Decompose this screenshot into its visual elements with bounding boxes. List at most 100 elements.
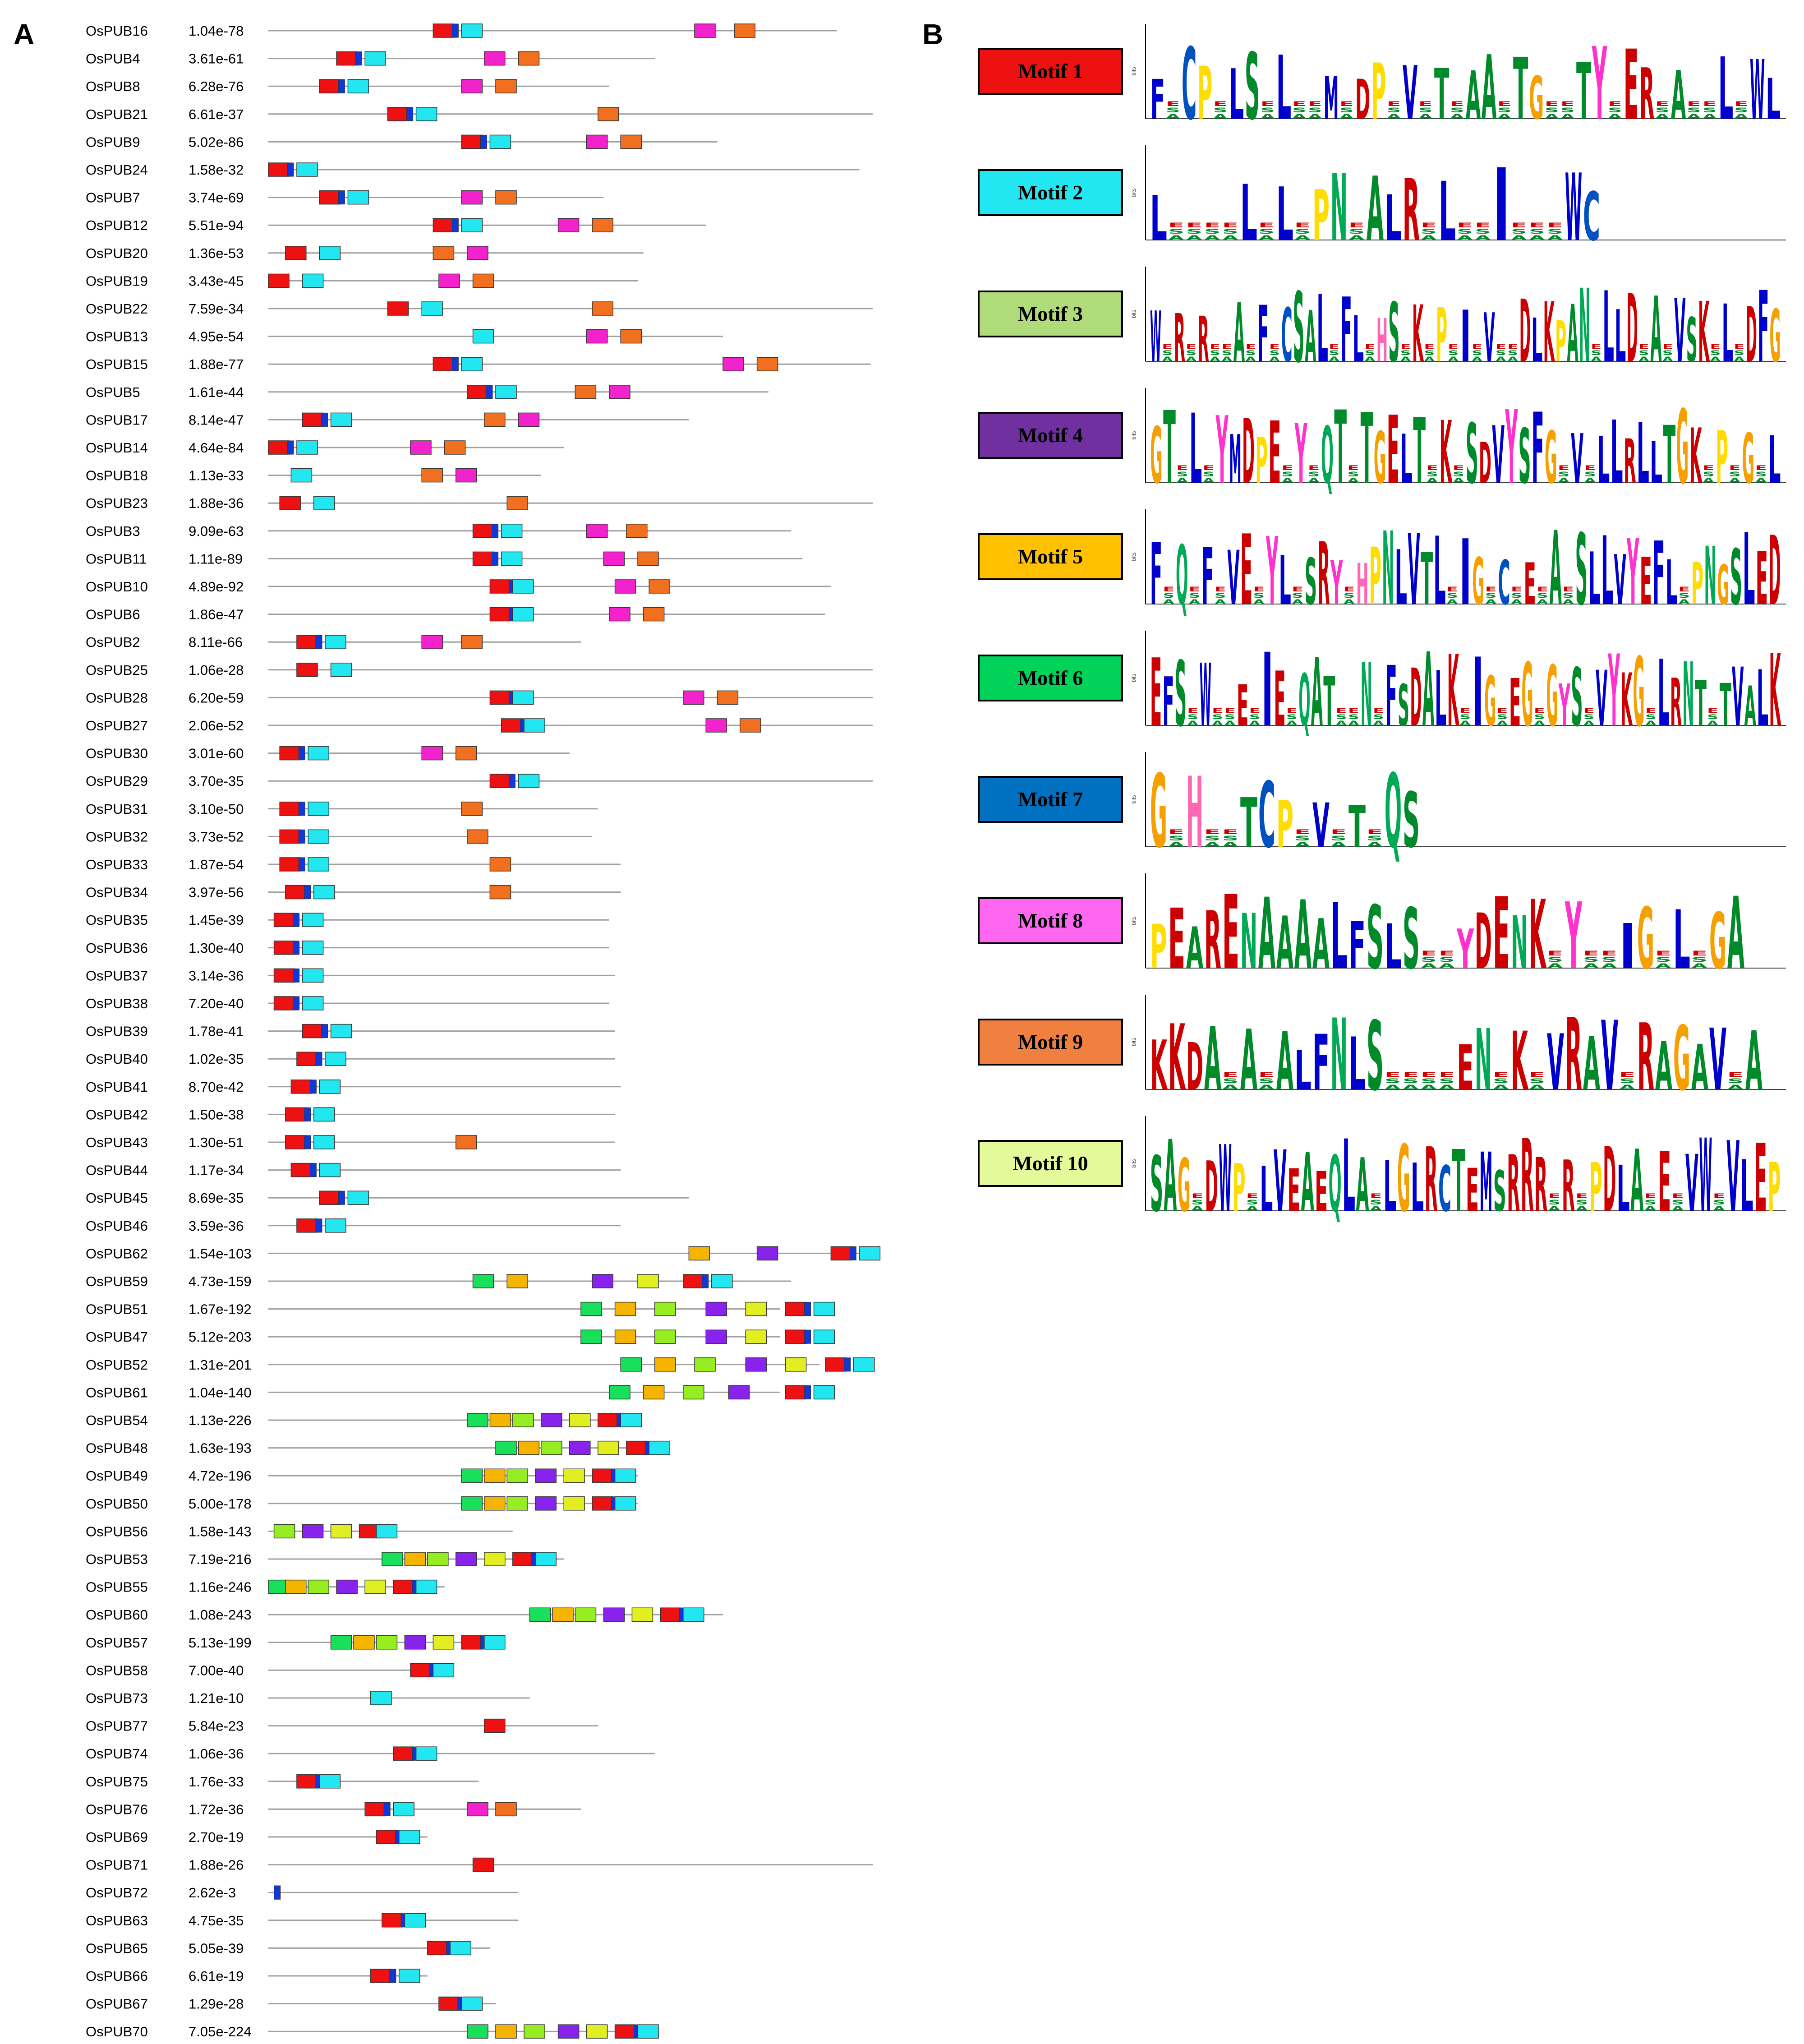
logo-residue: E — [1400, 343, 1411, 351]
motif-6-box — [529, 1607, 551, 1622]
logo-residue: S — [1558, 471, 1569, 478]
gene-row-ospub18: OsPUB18 1.13e-33 — [86, 468, 541, 484]
logo-residue: D — [1746, 291, 1757, 379]
motif-1-box — [472, 1857, 494, 1872]
logo-residue: E — [1213, 101, 1228, 108]
logo-residue: Y — [1294, 407, 1307, 502]
logo-residue: E — [1446, 586, 1458, 593]
motif-legend-label: Motif 5 — [1018, 545, 1083, 568]
logo-residue: A — [1511, 599, 1523, 606]
logo-residue: S — [1534, 714, 1545, 721]
logo-residue: S — [1175, 642, 1187, 747]
logo-residue: A — [1583, 1021, 1600, 1107]
gene-row-ospub43: OsPUB43 1.30e-51 — [86, 1135, 615, 1150]
logo-y-label: bits — [1131, 1038, 1137, 1047]
logo-residue: E — [1336, 707, 1347, 715]
logo-residue: L — [1743, 513, 1755, 628]
logo-residue: A — [1575, 1205, 1588, 1213]
logo-residue: S — [1755, 471, 1767, 478]
logo-residue: E — [1258, 222, 1275, 229]
gene-evalue: 5.00e-178 — [189, 1496, 252, 1512]
logo-residue: S — [1644, 1199, 1657, 1206]
motif-2-box — [501, 524, 523, 538]
logo-residue: A — [1329, 356, 1340, 363]
logo-residue: T — [1361, 394, 1373, 506]
logo-residue: A — [1562, 599, 1574, 606]
logo-residue: E — [1545, 101, 1559, 108]
logo-residue: E — [1558, 465, 1569, 472]
logo-residue: L — [1637, 406, 1649, 503]
gene-name: OsPUB56 — [86, 1523, 148, 1539]
logo-residue: E — [1583, 707, 1595, 715]
logo-residue: A — [1672, 1205, 1685, 1213]
gene-row-ospub10: OsPUB10 4.89e-92 — [86, 579, 831, 595]
motif-2-box — [683, 1607, 704, 1622]
motif-1-box — [296, 663, 318, 677]
gene-row-ospub33: OsPUB33 1.87e-54 — [86, 857, 621, 872]
motif-1-box — [273, 968, 295, 983]
logo-residue: S — [1545, 107, 1559, 114]
motif-1-box — [382, 1913, 403, 1928]
gene-row-ospub25: OsPUB25 1.06e-28 — [86, 662, 873, 678]
motif-2-box — [325, 1218, 346, 1233]
motif-legend-row-10: Motif 10 bits S A G ASE D W P ASE L V E A E Q L A ASE L G L R C… — [978, 1116, 1786, 1235]
logo-residue: L — [1395, 534, 1407, 622]
motif-2-box — [325, 1052, 346, 1066]
logo-residue: E — [1348, 222, 1365, 229]
motif-10-box — [745, 1329, 767, 1344]
logo-residue: S — [1330, 835, 1347, 842]
logo-residue: E — [1427, 465, 1438, 472]
logo-residue: G — [1637, 890, 1654, 988]
logo-residue: P — [1276, 787, 1293, 862]
logo-residue: A — [1710, 356, 1721, 363]
logo-residue: A — [1422, 632, 1434, 750]
logo-residue: P — [1312, 175, 1330, 257]
logo-residue: S — [1511, 592, 1523, 600]
logo-residue: E — [1547, 222, 1563, 229]
motif-8-box — [467, 1802, 488, 1817]
logo-residue: S — [1203, 471, 1215, 478]
logo-residue: S — [1224, 714, 1236, 721]
logo-y-label: bits — [1131, 795, 1137, 804]
gene-name: OsPUB77 — [86, 1718, 148, 1734]
logo-residue: G — [1397, 1126, 1410, 1232]
motif-5-box — [654, 1357, 676, 1372]
sequence-logo-4: G T ASE L ASE Y M D P E ASE Y ASE Q T ASE T G E L T ASE K ASE S D… — [1150, 389, 1781, 508]
motif-1-box — [279, 746, 301, 761]
logo-residue: F — [1341, 279, 1352, 383]
gene-evalue: 8.14e-47 — [189, 412, 244, 428]
motif-10-box — [563, 1468, 585, 1483]
motif-2-box — [319, 1163, 341, 1177]
logo-residue: S — [1691, 956, 1707, 964]
logo-y-label: bits — [1131, 431, 1137, 440]
gene-name: OsPUB73 — [86, 1690, 148, 1706]
logo-residue: S — [1655, 956, 1671, 964]
gene-row-ospub32: OsPUB32 3.73e-52 — [86, 829, 593, 844]
gene-row-ospub14: OsPUB14 4.64e-84 — [86, 440, 564, 456]
logo-residue: F — [1201, 531, 1214, 623]
logo-residue: S — [1497, 107, 1512, 114]
logo-residue: G — [1545, 417, 1557, 500]
motif-1-box — [598, 1413, 619, 1427]
gene-evalue: 1.88e-36 — [189, 495, 244, 511]
logo-residue: A — [1344, 599, 1356, 606]
motif-9-box — [717, 690, 739, 705]
logo-residue: S — [1703, 107, 1717, 114]
gene-name: OsPUB10 — [86, 579, 148, 595]
logo-residue: E — [1294, 222, 1311, 229]
logo-residue: A — [1294, 841, 1312, 849]
motif-1-box — [302, 412, 324, 427]
logo-residue: A — [1638, 356, 1650, 363]
gene-row-ospub60: OsPUB60 1.08e-243 — [86, 1607, 723, 1623]
logo-residue: E — [1466, 1156, 1479, 1225]
gene-evalue: 1.63e-193 — [189, 1440, 252, 1456]
logo-residue: S — [1575, 1199, 1588, 1206]
motif-1-box — [296, 1774, 318, 1789]
logo-residue: L — [1411, 1150, 1424, 1227]
motif-2-box — [302, 996, 324, 1010]
motif-4-box — [535, 1468, 557, 1483]
logo-residue: S — [1457, 228, 1473, 235]
logo-residue: A — [1294, 881, 1312, 991]
gene-row-ospub22: OsPUB22 7.59e-34 — [86, 301, 873, 317]
gene-evalue: 1.13e-226 — [189, 1412, 252, 1428]
